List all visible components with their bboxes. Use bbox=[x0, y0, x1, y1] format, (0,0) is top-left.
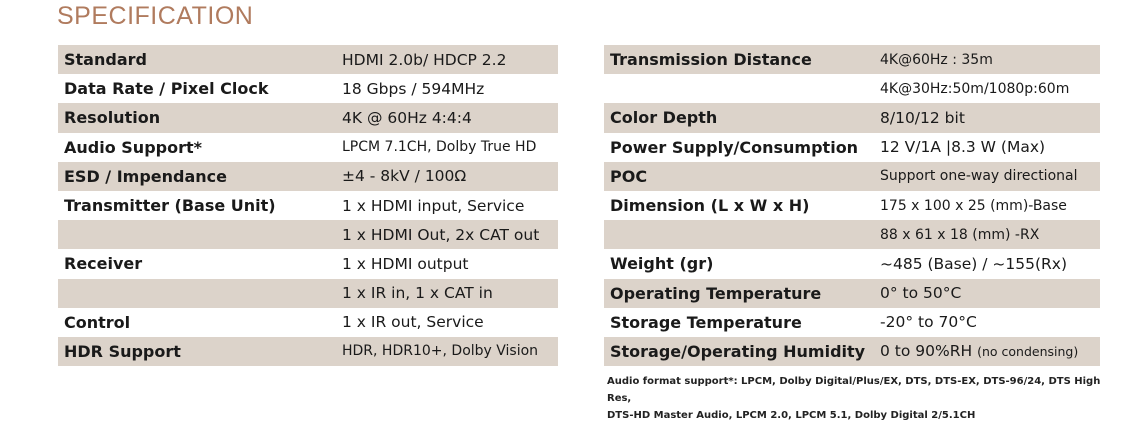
spec-row: Operating Temperature 0° to 50°C bbox=[604, 278, 1100, 308]
audio-format-footnote: Audio format support*: LPCM, Dolby Digit… bbox=[607, 373, 1117, 424]
spec-value: ~485 (Base) / ~155(Rx) bbox=[880, 254, 1068, 273]
spec-row: Weight (gr) ~485 (Base) / ~155(Rx) bbox=[604, 249, 1100, 278]
spec-value: 88 x 61 x 18 (mm) -RX bbox=[880, 226, 1040, 243]
spec-row: 1 x IR in, 1 x CAT in bbox=[58, 278, 558, 308]
footnote-line: DTS-HD Master Audio, LPCM 2.0, LPCM 5.1,… bbox=[607, 410, 976, 421]
spec-row: HDR Support HDR, HDR10+, Dolby Vision bbox=[58, 336, 558, 367]
spec-value: LPCM 7.1CH, Dolby True HD bbox=[342, 139, 537, 156]
spec-label: Storage Temperature bbox=[610, 312, 802, 332]
spec-value: 4K@60Hz : 35m bbox=[880, 51, 993, 68]
spec-row: Dimension (L x W x H) 175 x 100 x 25 (mm… bbox=[604, 191, 1100, 220]
footnote-line: Audio format support*: LPCM, Dolby Digit… bbox=[607, 376, 1101, 404]
spec-label: Transmitter (Base Unit) bbox=[64, 196, 276, 216]
spec-label: Data Rate / Pixel Clock bbox=[64, 79, 269, 99]
spec-label: Standard bbox=[64, 50, 147, 70]
spec-row: 1 x HDMI Out, 2x CAT out bbox=[58, 220, 558, 250]
spec-row: Control 1 x IR out, Service bbox=[58, 308, 558, 337]
spec-label: Audio Support* bbox=[64, 137, 202, 157]
spec-row: Storage/Operating Humidity 0 to 90%RH (n… bbox=[604, 336, 1100, 367]
spec-label: POC bbox=[610, 166, 648, 186]
spec-value: 175 x 100 x 25 (mm)-Base bbox=[880, 197, 1067, 214]
spec-label: Receiver bbox=[64, 254, 143, 274]
spec-row: Receiver 1 x HDMI output bbox=[58, 249, 558, 278]
spec-row: POC Support one-way directional bbox=[604, 161, 1100, 191]
spec-row: ESD / Impendance ±4 - 8kV / 100Ω bbox=[58, 161, 558, 191]
spec-row: Resolution 4K @ 60Hz 4:4:4 bbox=[58, 103, 558, 133]
spec-value: HDR, HDR10+, Dolby Vision bbox=[342, 343, 539, 360]
spec-value: HDMI 2.0b/ HDCP 2.2 bbox=[342, 50, 507, 69]
humidity-value: 0 to 90%RH bbox=[880, 342, 973, 361]
spec-value: ±4 - 8kV / 100Ω bbox=[342, 167, 467, 186]
spec-row: 88 x 61 x 18 (mm) -RX bbox=[604, 220, 1100, 250]
spec-row: Storage Temperature -20° to 70°C bbox=[604, 308, 1100, 337]
spec-row: Transmitter (Base Unit) 1 x HDMI input, … bbox=[58, 191, 558, 220]
spec-row: Data Rate / Pixel Clock 18 Gbps / 594MHz bbox=[58, 74, 558, 103]
spec-label: Storage/Operating Humidity bbox=[610, 341, 866, 361]
spec-label: Control bbox=[64, 312, 131, 332]
spec-row: Standard HDMI 2.0b/ HDCP 2.2 bbox=[58, 45, 558, 75]
spec-row: Power Supply/Consumption 12 V/1A |8.3 W … bbox=[604, 133, 1100, 162]
spec-label: Color Depth bbox=[610, 108, 718, 128]
page-title: SPECIFICATION bbox=[57, 2, 254, 30]
spec-row: Transmission Distance 4K@60Hz : 35m bbox=[604, 45, 1100, 75]
spec-value: 1 x HDMI Out, 2x CAT out bbox=[342, 225, 540, 244]
spec-label: Dimension (L x W x H) bbox=[610, 196, 810, 216]
humidity-note: (no condensing) bbox=[977, 344, 1079, 360]
spec-value: 12 V/1A |8.3 W (Max) bbox=[880, 138, 1046, 157]
spec-value: 4K@30Hz:50m/1080p:60m bbox=[880, 80, 1070, 97]
spec-row: Color Depth 8/10/12 bit bbox=[604, 103, 1100, 133]
spec-value: 1 x HDMI output bbox=[342, 254, 469, 273]
spec-label: Weight (gr) bbox=[610, 254, 714, 274]
spec-value: Support one-way directional bbox=[880, 168, 1078, 185]
spec-value: 1 x IR out, Service bbox=[342, 313, 484, 332]
spec-value: 1 x IR in, 1 x CAT in bbox=[342, 284, 493, 303]
spec-value: 18 Gbps / 594MHz bbox=[342, 79, 485, 98]
spec-value: 0° to 50°C bbox=[880, 284, 962, 303]
spec-row: 4K@30Hz:50m/1080p:60m bbox=[604, 74, 1100, 103]
spec-table-right: Transmission Distance 4K@60Hz : 35m 4K@3… bbox=[604, 45, 1100, 367]
spec-value: -20° to 70°C bbox=[880, 313, 977, 332]
spec-label: Operating Temperature bbox=[610, 283, 822, 303]
spec-value: 8/10/12 bit bbox=[880, 108, 965, 127]
spec-label: Resolution bbox=[64, 108, 161, 128]
spec-value: 4K @ 60Hz 4:4:4 bbox=[342, 108, 472, 127]
spec-value: 1 x HDMI input, Service bbox=[342, 196, 525, 215]
spec-label: ESD / Impendance bbox=[64, 166, 228, 186]
spec-label: Power Supply/Consumption bbox=[610, 137, 859, 157]
spec-label: HDR Support bbox=[64, 341, 181, 361]
spec-row: Audio Support* LPCM 7.1CH, Dolby True HD bbox=[58, 133, 558, 162]
spec-table-left: Standard HDMI 2.0b/ HDCP 2.2 Data Rate /… bbox=[58, 45, 558, 367]
spec-label: Transmission Distance bbox=[610, 50, 812, 70]
spec-value: 0 to 90%RH (no condensing) bbox=[880, 342, 1078, 360]
